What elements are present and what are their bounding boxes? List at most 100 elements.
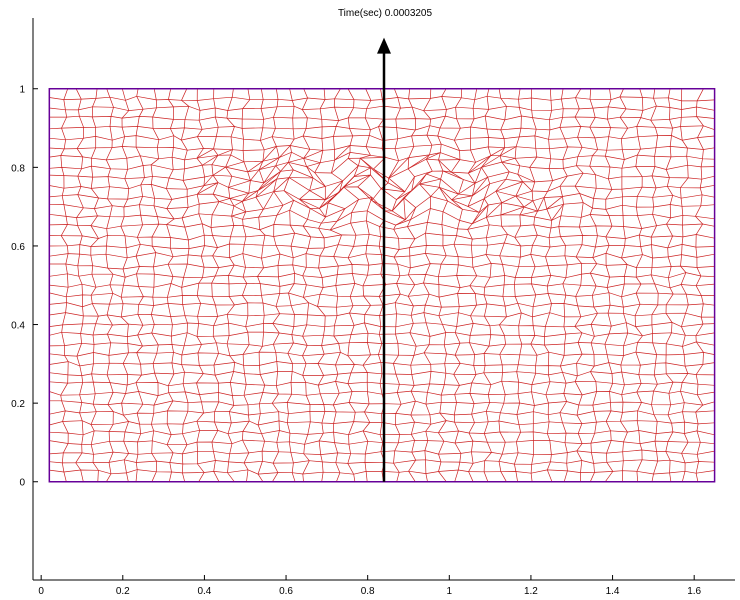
x-tick-label: 1.6 xyxy=(687,586,701,597)
mesh-diagonal-line xyxy=(242,190,259,202)
mesh-column-line xyxy=(388,88,406,482)
mesh-row-line xyxy=(49,351,715,357)
mesh-diagonal-line xyxy=(486,202,503,218)
mesh-row-line xyxy=(49,115,715,121)
mesh-row-line xyxy=(49,242,715,250)
mesh-diagonal-line xyxy=(430,187,440,197)
x-tick-label: 0 xyxy=(38,586,44,597)
mesh-column-line xyxy=(694,88,704,482)
mesh-diagonal-line xyxy=(327,176,355,204)
mesh-diagonal-line xyxy=(263,191,275,210)
mesh-column-line xyxy=(343,88,360,482)
mesh-diagonal-line xyxy=(231,211,246,217)
mesh-diagonal-line xyxy=(325,202,329,218)
mesh-diagonal-line xyxy=(309,186,326,191)
mesh-diagonal-line xyxy=(228,180,251,188)
mesh-row-line xyxy=(49,380,715,387)
mesh-diagonal-line xyxy=(515,190,533,197)
mesh-diagonal-line xyxy=(280,162,289,172)
mesh-diagonal-line xyxy=(353,167,371,177)
mesh-diagonal-line xyxy=(306,162,321,167)
y-tick-label: 0.6 xyxy=(11,242,25,253)
mesh-row-line xyxy=(49,232,715,241)
mesh-diagonal-line xyxy=(212,166,226,176)
mesh-column-line xyxy=(225,88,236,482)
mesh-column-line xyxy=(634,88,644,482)
mesh-column-line xyxy=(495,88,510,482)
mesh-diagonal-line xyxy=(439,186,459,195)
mesh-diagonal-line xyxy=(250,169,260,181)
chart-title: Time(sec) 0.0003205 xyxy=(338,8,433,19)
mesh-column-line xyxy=(450,88,464,482)
mesh-column-line xyxy=(150,88,160,482)
mesh-column-line xyxy=(574,88,584,482)
mesh-column-line xyxy=(283,88,296,482)
x-tick-label: 1 xyxy=(447,586,453,597)
mesh-diagonal-line xyxy=(472,176,488,196)
y-tick-label: 0.8 xyxy=(11,163,25,174)
mesh-diagonal-line xyxy=(303,149,324,159)
mesh-diagonal-line xyxy=(217,149,233,156)
mesh xyxy=(48,88,715,483)
mesh-row-line xyxy=(49,125,715,131)
mesh-diagonal-line xyxy=(388,157,410,179)
mesh-diagonal-line xyxy=(451,195,473,201)
x-tick-label: 0.6 xyxy=(279,586,293,597)
mesh-diagonal-line xyxy=(262,146,277,162)
mesh-diagonal-line xyxy=(233,201,243,207)
mesh-diagonal-line xyxy=(501,157,516,163)
mesh-column-line xyxy=(357,88,373,482)
mesh-column-line xyxy=(403,88,417,482)
mesh-diagonal-line xyxy=(247,160,264,173)
mesh-column-line xyxy=(120,88,130,482)
mesh-diagonal-line xyxy=(257,171,281,191)
mesh-diagonal-line xyxy=(499,146,517,157)
mesh-diagonal-line xyxy=(334,145,351,161)
mesh-diagonal-line xyxy=(360,157,386,159)
mesh-diagonal-line xyxy=(471,204,489,224)
mesh-diagonal-line xyxy=(203,174,214,186)
mesh-row-line xyxy=(49,312,715,318)
mesh-row-line xyxy=(49,322,715,328)
y-axis-ticks: 0 0.2 0.4 0.6 0.8 1 xyxy=(11,85,38,489)
mesh-diagonal-line xyxy=(523,200,534,208)
mesh-row-line xyxy=(49,459,715,465)
mesh-column-line xyxy=(680,88,689,482)
mesh-column-line xyxy=(558,88,568,482)
mesh-column-line xyxy=(271,88,284,482)
mesh-diagonal-line xyxy=(495,181,523,192)
mesh-diagonal-line xyxy=(288,157,304,163)
mesh-diagonal-line xyxy=(537,197,545,212)
mesh-diagonal-line xyxy=(490,147,505,156)
mesh-diagonal-line xyxy=(481,155,501,168)
mesh-column-line xyxy=(210,88,220,482)
mesh-row-line xyxy=(49,361,715,367)
mesh-column-line xyxy=(650,88,659,482)
mesh-column-line xyxy=(180,88,190,482)
y-tick-label: 1 xyxy=(19,85,25,96)
mesh-diagonal-line xyxy=(546,196,563,210)
mesh-column-line xyxy=(241,88,251,482)
mesh-column-line xyxy=(105,88,114,482)
mesh-diagonal-line xyxy=(255,178,277,198)
mesh-diagonal-line xyxy=(419,178,441,185)
mesh-row-line xyxy=(49,282,715,289)
mesh-column-line xyxy=(467,88,480,482)
mesh-diagonal-line xyxy=(501,195,516,204)
mesh-diagonal-line xyxy=(225,161,245,168)
mesh-diagonal-line xyxy=(197,182,219,195)
mesh-diagonal-line xyxy=(358,158,361,166)
mesh-diagonal-line xyxy=(263,165,277,184)
mesh-column-line xyxy=(514,88,525,482)
mesh-column-line xyxy=(665,88,674,482)
mesh-row-line xyxy=(49,331,715,337)
mesh-column-line xyxy=(543,88,553,482)
mesh-column-line xyxy=(327,88,346,482)
x-axis-ticks: 0 0.2 0.4 0.6 0.8 1 1.2 1.4 1.6 xyxy=(38,575,702,597)
x-tick-label: 1.2 xyxy=(524,586,538,597)
plot-area xyxy=(48,37,716,483)
mesh-column-line xyxy=(589,88,598,482)
mesh-column-line xyxy=(166,88,175,482)
mesh-diagonal-line xyxy=(478,198,485,213)
arrow-head xyxy=(377,37,391,54)
